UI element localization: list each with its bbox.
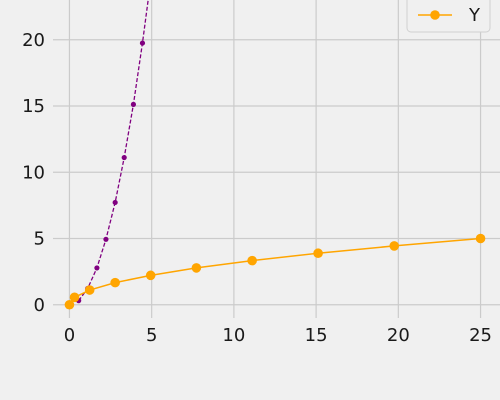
- series-line: [78, 0, 149, 302]
- y-tick-label: 5: [34, 229, 45, 250]
- x-tick-label: 25: [469, 325, 492, 346]
- x-tick-label: 10: [222, 325, 245, 346]
- x-tick-label: 5: [146, 325, 157, 346]
- grid: [53, 0, 500, 318]
- x-tick-label: 0: [64, 325, 75, 346]
- data-point: [139, 40, 146, 46]
- plot-area: [64, 0, 486, 310]
- y-tick-label: 10: [22, 162, 45, 183]
- y-tick-label: 20: [22, 30, 45, 51]
- legend-swatch-marker: [430, 10, 440, 20]
- data-point: [191, 263, 202, 273]
- y-tick-label: 15: [22, 96, 45, 117]
- data-point: [313, 248, 323, 259]
- data-point: [247, 255, 257, 266]
- legend: Y: [406, 0, 491, 33]
- data-point: [130, 101, 137, 108]
- data-point: [69, 292, 80, 303]
- data-point: [389, 241, 400, 251]
- legend-label: Y: [468, 5, 481, 26]
- data-point: [64, 299, 75, 310]
- tick-labels: 0 5 10 15 20 25 0 5 10 15 20: [22, 30, 492, 346]
- data-point: [110, 277, 120, 288]
- data-point: [112, 199, 118, 206]
- y-tick-label: 0: [34, 295, 45, 316]
- x-tick-label: 15: [305, 325, 328, 346]
- data-point: [94, 265, 100, 271]
- legend-box: [406, 0, 491, 33]
- x-tick-label: 20: [387, 325, 410, 346]
- data-point: [121, 154, 127, 161]
- data-point: [84, 285, 95, 295]
- series-unnamed-0: [76, 0, 149, 304]
- data-point: [475, 233, 486, 244]
- data-point: [103, 236, 109, 242]
- series-line: [68, 237, 481, 306]
- series-y: [64, 233, 486, 310]
- data-point: [145, 270, 156, 281]
